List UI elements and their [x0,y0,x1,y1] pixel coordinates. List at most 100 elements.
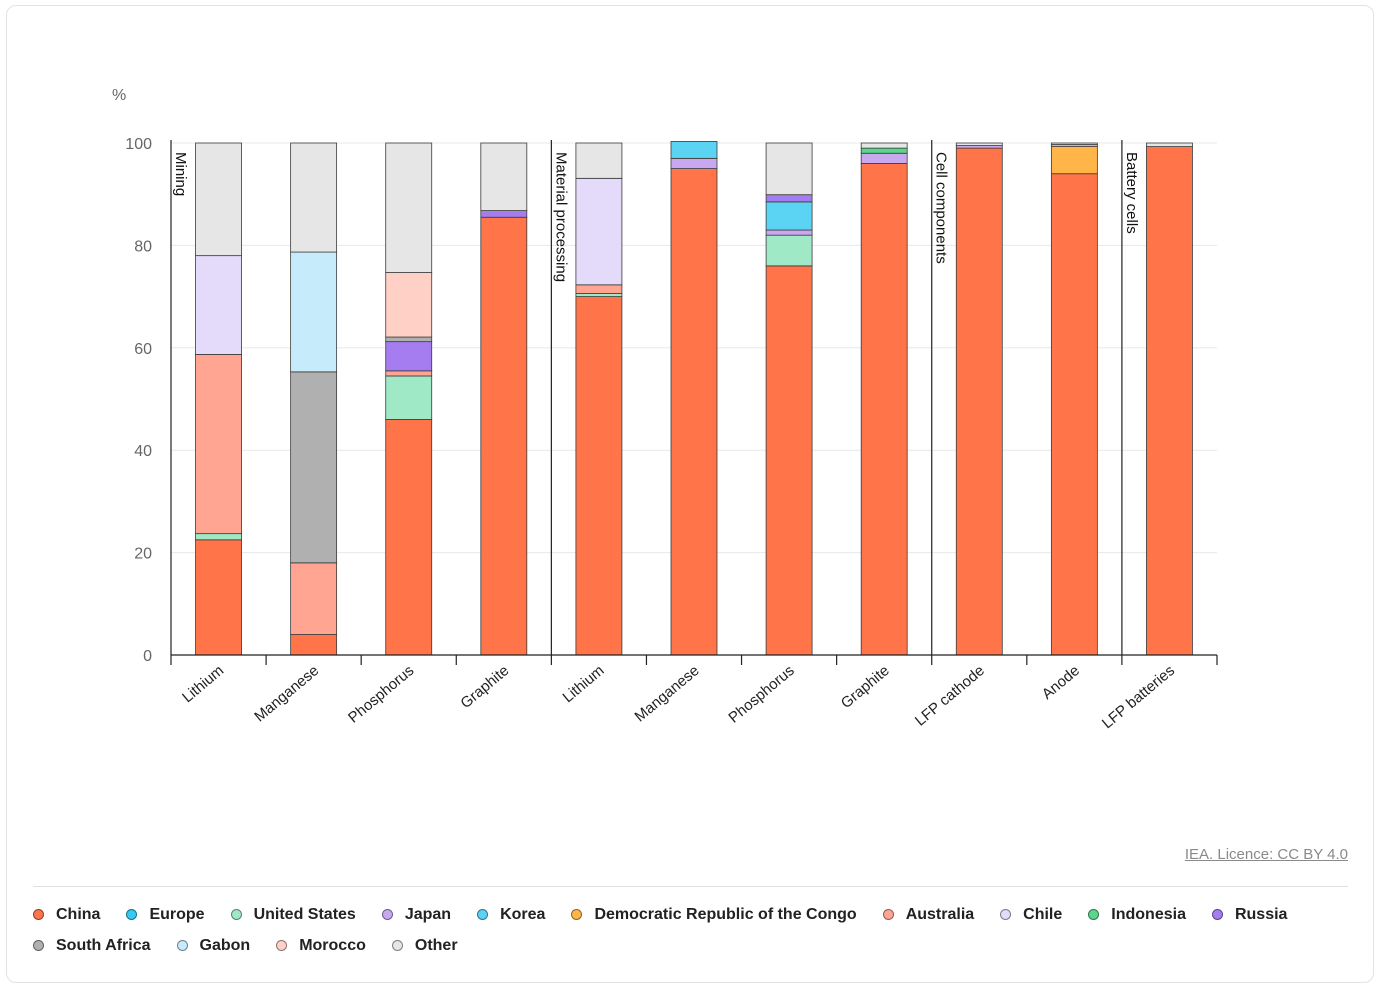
bar-segment[interactable] [575,177,623,286]
bar-segment[interactable] [385,336,433,343]
legend-label: Australia [905,905,975,923]
bar-segment[interactable] [575,293,623,298]
bar-segment[interactable] [480,142,528,211]
legend-item[interactable]: South Africa [33,935,151,956]
x-tick-label: Manganese [251,662,322,725]
stage-label: Battery cells [1123,152,1140,234]
bar-segment[interactable] [1050,142,1098,145]
bar-segment[interactable] [860,142,908,149]
bar-segment[interactable] [195,539,242,656]
bar-segment[interactable] [765,142,813,196]
bar-segment[interactable] [385,419,433,656]
x-tick-label: LFP batteries [1099,662,1178,732]
legend-swatch-icon [381,909,393,920]
bar-segment[interactable] [195,533,242,541]
bar-segment[interactable] [765,201,813,231]
bar-segment[interactable] [765,234,813,267]
bar-segment[interactable] [290,142,338,253]
bar-segment[interactable] [290,634,338,656]
bar-segment[interactable] [195,255,242,355]
bar-segment[interactable] [1050,146,1098,175]
bar-segment[interactable] [860,147,908,154]
stage-label: Mining [172,152,189,196]
legend-label: Japan [404,905,452,923]
y-tick-label: 0 [143,648,152,665]
legend-item[interactable]: Indonesia [1088,904,1186,925]
legend-label: Indonesia [1111,905,1186,923]
y-tick-label: 100 [125,136,152,153]
bar-segment[interactable] [765,265,813,656]
legend-item[interactable]: Japan [381,904,452,925]
legend-item[interactable]: Australia [882,904,975,925]
legend-label: Morocco [299,936,366,954]
bar-segment[interactable] [290,371,338,564]
legend-swatch-icon [391,940,403,951]
bar-segment[interactable] [290,562,338,635]
legend: China Europe United States Japan Korea Democr… [33,904,1353,956]
x-tick-label: Anode [1039,662,1083,703]
bar-segment[interactable] [575,296,623,656]
bar-segment[interactable] [860,152,908,164]
legend-label: China [56,905,101,923]
bar-segment[interactable] [1146,146,1193,656]
legend-item[interactable]: United States [230,904,356,925]
bar-segment[interactable] [385,341,433,372]
x-tick-label: Phosphorus [725,662,797,726]
bar-segment[interactable] [195,142,242,257]
legend-label: Korea [500,905,546,923]
bar-segment[interactable] [480,210,528,218]
bar-segment[interactable] [670,157,718,170]
bar-segment[interactable] [385,272,433,338]
legend-swatch-icon [230,909,242,920]
bar-segment[interactable] [955,147,1003,656]
legend-swatch-icon [571,909,583,920]
legend-item[interactable]: China [33,904,100,925]
legend-item[interactable]: Russia [1211,904,1287,925]
bar-segment[interactable] [765,194,813,203]
stage-label: Cell components [933,152,950,264]
y-tick-label: 40 [134,443,152,460]
legend-item[interactable]: Chile [1000,904,1062,925]
bar-segment[interactable] [1050,173,1098,656]
bar-segment[interactable] [860,163,908,656]
bar-segment[interactable] [195,354,242,535]
x-tick-label: Phosphorus [345,662,417,726]
y-axis-unit-label: % [112,87,126,104]
legend-swatch-icon [33,940,44,951]
bar-segment[interactable] [670,168,718,656]
bar-segment[interactable] [765,229,813,236]
bar-segment[interactable] [385,375,433,420]
bar-segment[interactable] [480,216,528,656]
bars [195,141,1193,656]
legend-item[interactable]: Democratic Republic of the Congo [571,904,857,925]
legend-swatch-icon [477,909,489,920]
legend-swatch-icon [176,940,188,951]
legend-item[interactable]: Gabon [176,935,251,956]
stacked-bar-chart: 0 20 40 60 80 100 Lithium Manganese Phosphorus Gr… [112,87,1218,732]
bar-segment[interactable] [1146,142,1193,147]
bar-segment[interactable] [385,370,433,377]
bar-segment[interactable] [955,142,1003,146]
legend-label: Europe [149,905,205,923]
legend-item[interactable]: Europe [126,904,205,925]
legend-swatch-icon [882,909,894,920]
legend-label: Democratic Republic of the Congo [594,905,857,923]
legend-label: Chile [1023,905,1063,923]
bar-segment[interactable] [385,142,433,273]
y-tick-label: 60 [134,341,152,358]
legend-label: Gabon [199,936,251,954]
legend-item[interactable]: Other [391,935,458,956]
legend-item[interactable]: Korea [477,904,545,925]
legend-swatch-icon [1088,909,1100,920]
legend-swatch-icon [1211,909,1223,920]
x-tick-label: LFP cathode [912,662,988,730]
legend-swatch-icon [33,909,44,920]
bar-segment[interactable] [575,284,623,294]
licence-link[interactable]: IEA. Licence: CC BY 4.0 [1184,846,1348,863]
legend-swatch-icon [126,909,138,920]
bar-segment[interactable] [670,141,718,159]
bar-segment[interactable] [575,142,623,179]
x-tick-label: Graphite [838,662,893,712]
legend-item[interactable]: Morocco [276,935,366,956]
bar-segment[interactable] [290,251,338,373]
